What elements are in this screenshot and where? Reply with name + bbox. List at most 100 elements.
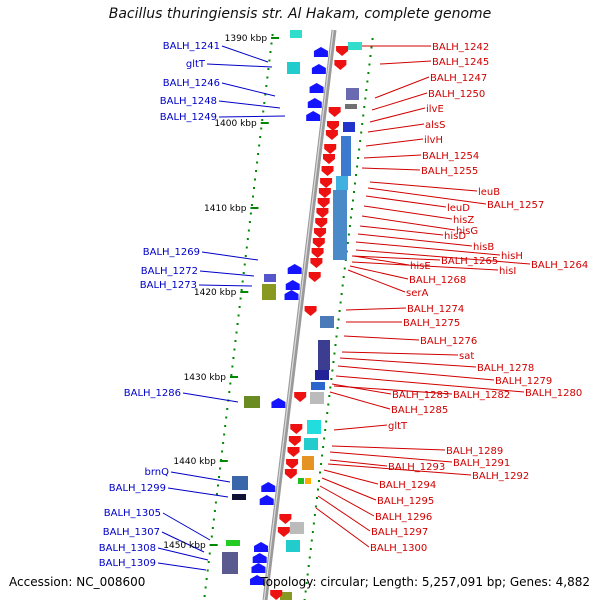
tick-dot-right: [326, 412, 329, 414]
tick-dot-left: [221, 450, 224, 453]
forward-gene-arrow: [254, 542, 269, 552]
reverse-gene-arrow: [320, 178, 333, 188]
tick-dot-left: [237, 314, 240, 317]
tick-dot-left: [248, 221, 251, 223]
tick-dot-left: [239, 297, 242, 300]
reverse-gene-arrow: [315, 218, 328, 228]
tick-dot-right: [319, 471, 322, 474]
tick-dot-left: [230, 374, 233, 376]
reverse-gene-arrow: [334, 60, 347, 70]
leader-line-right: [357, 233, 473, 247]
reverse-gene-arrow: [325, 130, 338, 140]
tick-dot-right: [356, 165, 359, 168]
gene-label-right: BALH_1289: [446, 446, 503, 457]
forward-gene-arrow: [306, 111, 321, 121]
leader-line-right: [343, 335, 420, 341]
gene-label-right: BALH_1295: [377, 496, 434, 507]
reverse-gene-arrow: [324, 144, 337, 154]
gene-label-right: BALH_1245: [432, 57, 489, 68]
forward-gene-arrow: [307, 98, 322, 108]
leader-line-right: [335, 375, 525, 393]
tick-dot-right: [363, 106, 366, 108]
homology-box: [290, 30, 302, 38]
gene-label-right: BALH_1255: [421, 166, 478, 177]
tick-dot-right: [355, 174, 358, 176]
genome-backbone: [262, 29, 337, 600]
forward-gene-arrow: [313, 47, 328, 57]
tick-dot-left: [232, 357, 235, 359]
tick-dot-left: [206, 569, 209, 572]
tick-dot-left: [268, 59, 271, 62]
homology-box: [280, 592, 292, 600]
tick-dot-left: [207, 561, 210, 563]
leader-line-right: [327, 463, 472, 476]
tick-dot-right: [335, 335, 338, 338]
reverse-gene-arrow: [308, 272, 321, 282]
homology-box: [318, 340, 330, 370]
kbp-label: 1440 kbp: [173, 457, 216, 467]
gene-label-right: BALH_1268: [409, 275, 466, 286]
gene-label-right: hisH: [501, 251, 523, 262]
tick-dot-left: [266, 76, 269, 79]
tick-dot-left: [242, 272, 245, 274]
reverse-gene-arrow: [270, 590, 283, 600]
tick-dot-right: [354, 182, 357, 185]
tick-dot-left: [267, 68, 270, 70]
homology-box: [226, 540, 240, 546]
homology-box: [333, 190, 347, 260]
gene-label-right: hisG: [456, 226, 478, 237]
gene-label-right: hisB: [473, 242, 494, 253]
leader-line-right: [321, 477, 377, 501]
gene-label-right: BALH_1294: [379, 480, 436, 491]
leader-line-right: [371, 92, 428, 111]
tick-dot-right: [309, 548, 312, 550]
tick-dot-right: [350, 208, 353, 210]
tick-dot-left: [255, 170, 258, 172]
reverse-gene-arrow: [311, 248, 324, 258]
tick-dot-right: [362, 114, 365, 117]
tick-dot-left: [218, 476, 221, 478]
homology-box: [305, 478, 311, 484]
gene-label-left: BALH_1241: [163, 41, 220, 52]
tick-dot-left: [225, 416, 228, 419]
gene-label-right: alsS: [425, 120, 445, 131]
forward-gene-arrow: [271, 398, 286, 408]
leader-line-left: [198, 284, 253, 287]
gene-label-right: BALH_1250: [428, 89, 485, 100]
tick-dot-left: [208, 552, 211, 555]
gene-label-right: hisZ: [453, 215, 474, 226]
leader-line-right: [315, 507, 370, 548]
homology-box: [262, 284, 276, 300]
tick-dot-right: [336, 327, 339, 329]
gene-label-right: BALH_1257: [487, 200, 544, 211]
gene-label-right: BALH_1291: [453, 458, 510, 469]
gene-label-right: leuD: [447, 203, 470, 214]
leader-line-right: [379, 60, 432, 65]
leader-line-left: [162, 512, 211, 541]
leader-line-right: [369, 181, 478, 192]
homology-box: [222, 552, 238, 574]
gene-label-right: BALH_1292: [472, 471, 529, 482]
homology-box: [307, 420, 321, 434]
homology-box: [264, 274, 276, 282]
leader-line-right: [351, 261, 499, 271]
gene-label-left: BALH_1286: [124, 388, 181, 399]
reverse-gene-arrow: [328, 107, 341, 117]
tick-dot-left: [251, 195, 254, 198]
tick-dot-right: [359, 140, 362, 142]
reverse-gene-arrow: [316, 208, 329, 218]
reverse-gene-arrow: [314, 228, 327, 238]
leader-line-right: [363, 205, 453, 220]
tick-dot-right: [370, 46, 373, 49]
leader-line-left: [161, 531, 205, 553]
tick-dot-left: [215, 493, 218, 495]
gene-label-left: BALH_1308: [99, 543, 156, 554]
leader-line-right: [341, 351, 459, 356]
tick-dot-right: [333, 352, 336, 355]
tick-dot-right: [343, 267, 346, 270]
tick-dot-right: [323, 437, 326, 440]
kbp-label: 1390 kbp: [225, 34, 268, 44]
gene-label-right: BALH_1276: [420, 336, 477, 347]
kbp-labels: 1390 kbp 1400 kbp 1410 kbp 1420 kbp 1430 kbp…: [163, 34, 280, 551]
